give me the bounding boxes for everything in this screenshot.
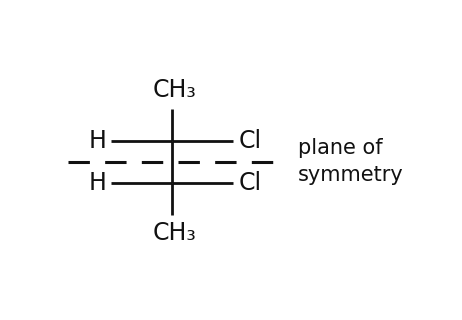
Text: H: H (88, 129, 106, 153)
Text: H: H (88, 171, 106, 195)
Text: CH₃: CH₃ (152, 221, 196, 245)
Text: plane of
symmetry: plane of symmetry (298, 138, 403, 185)
Text: CH₃: CH₃ (152, 78, 196, 102)
Text: Cl: Cl (238, 129, 261, 153)
Text: Cl: Cl (238, 171, 261, 195)
